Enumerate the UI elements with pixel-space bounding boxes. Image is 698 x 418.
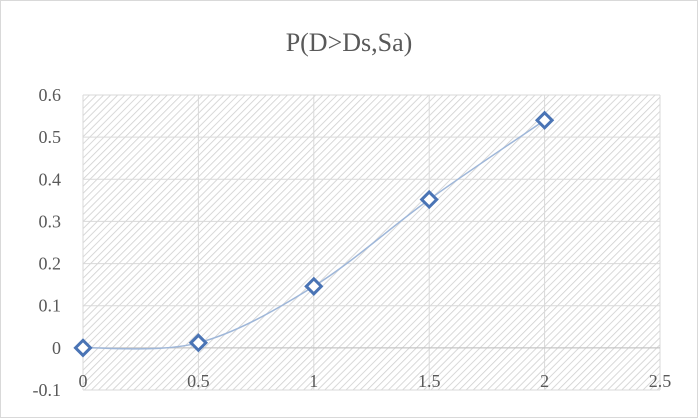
data-point	[188, 333, 209, 353]
data-point	[73, 338, 93, 358]
y-tick-label: 0.6	[39, 85, 62, 105]
grid	[82, 94, 661, 391]
chart-title: P(D>Ds,Sa)	[285, 28, 413, 57]
x-tick-label: 1.5	[418, 371, 441, 391]
x-tick-label: 0	[79, 371, 88, 391]
data-point	[534, 110, 555, 130]
x-tick-label: 1	[309, 371, 318, 391]
plot-area	[83, 95, 660, 390]
y-tick-label: 0.3	[39, 211, 62, 231]
y-tick-label: 0.5	[39, 127, 62, 147]
data-point	[304, 276, 324, 296]
y-tick-label: 0	[52, 338, 61, 358]
y-tick-label: 0.4	[39, 169, 62, 189]
x-tick-label: 2	[540, 371, 549, 391]
y-tick-label: 0.2	[39, 254, 62, 274]
data-points	[73, 110, 555, 358]
x-tick-label: 2.5	[649, 371, 672, 391]
axes: -0.1 0 0.1 0.2 0.3 0.4 0.5 0.6 0 0.5 1 1.5 2 2.5	[33, 85, 672, 400]
x-tick-label: 0.5	[187, 371, 210, 391]
y-tick-label: -0.1	[33, 380, 62, 400]
y-tick-label: 0.1	[39, 296, 62, 316]
data-point	[419, 189, 439, 210]
